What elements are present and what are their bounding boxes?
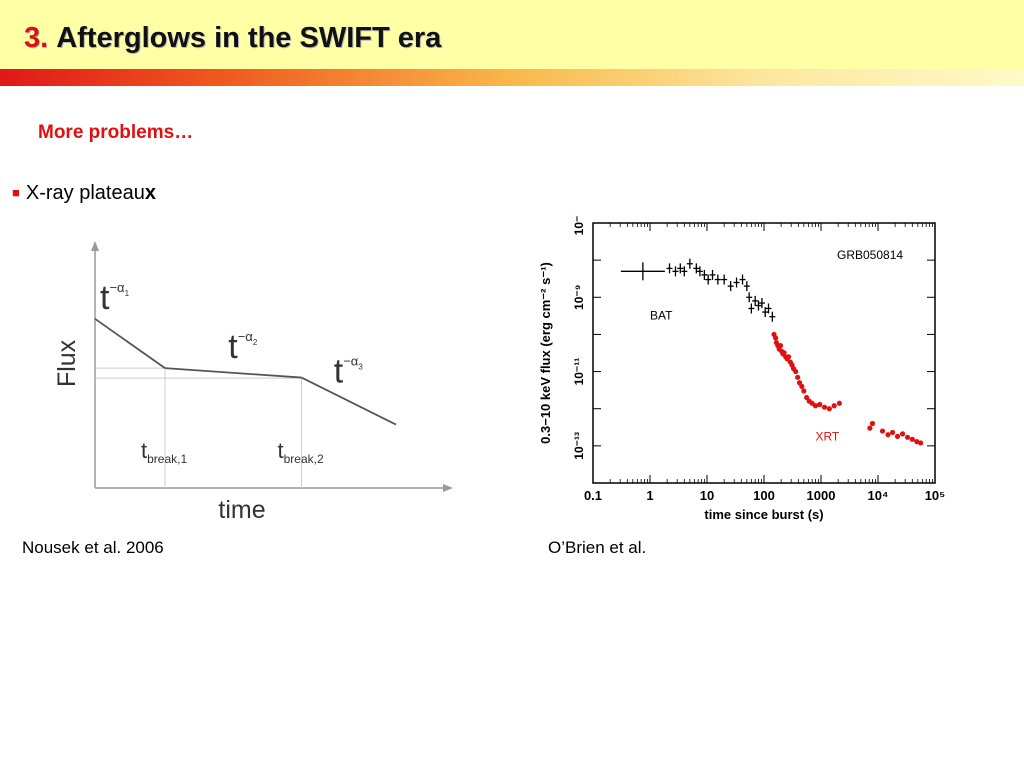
x-axis-label: time bbox=[218, 496, 265, 524]
series-label-xrt: XRT bbox=[815, 429, 839, 443]
grb-lightcurve-chart: 0.1 1 10 100 1000 10⁴ 10⁵ 10⁻⁷ 10⁻⁹ 10⁻¹¹ 10⁻¹³ BAT… bbox=[538, 215, 946, 522]
segment-label-base: t bbox=[228, 328, 238, 366]
lightcurve-segment-3 bbox=[301, 376, 397, 426]
break-label-1: tbreak,1 bbox=[141, 438, 187, 466]
segment-label-exponent: −α bbox=[238, 329, 254, 344]
xrt-point bbox=[812, 403, 819, 409]
xrt-point bbox=[781, 350, 787, 356]
xrt-point bbox=[836, 400, 842, 406]
chart-title: GRB050814 bbox=[837, 248, 903, 262]
segment-label-exponent: −α bbox=[109, 280, 125, 295]
bullet-item: ■ X-ray plateaux bbox=[12, 182, 156, 205]
xrt-point bbox=[777, 343, 784, 349]
break-label-subscript: break,2 bbox=[284, 452, 324, 466]
y-tick-label: 10⁻¹³ bbox=[572, 432, 586, 460]
slide-number: 3. bbox=[24, 22, 49, 54]
subtitle: More problems… bbox=[38, 122, 194, 143]
xrt-point bbox=[773, 335, 779, 341]
xrt-point bbox=[889, 429, 896, 436]
xrt-point bbox=[885, 432, 891, 438]
segment-label-2: t−α2 bbox=[228, 328, 258, 366]
x-tick-label: 10⁴ bbox=[868, 488, 889, 503]
xrt-point bbox=[904, 434, 911, 440]
segment-label-1: t−α1 bbox=[100, 279, 130, 317]
y-axis-label: 0.3−10 keV flux (erg cm⁻² s⁻¹) bbox=[538, 262, 553, 444]
caption-right: O’Brien et al. bbox=[548, 538, 647, 557]
slide-title: 3. Afterglows in the SWIFT era bbox=[24, 22, 441, 55]
y-axis-label: Flux bbox=[53, 339, 81, 387]
x-tick-label: 10⁵ bbox=[925, 488, 946, 503]
break-label-subscript: break,1 bbox=[147, 452, 187, 466]
header-gradient-rule bbox=[0, 69, 1024, 86]
xrt-point bbox=[899, 431, 906, 437]
slide-title-text: Afterglows in the SWIFT era bbox=[56, 22, 442, 54]
segment-label-base: t bbox=[334, 353, 344, 391]
break-label-base: t bbox=[141, 438, 147, 463]
x-tick-label: 1 bbox=[646, 488, 653, 503]
xrt-point bbox=[918, 440, 924, 446]
segment-label-subscript: 2 bbox=[253, 338, 258, 347]
xrt-point bbox=[799, 383, 805, 389]
x-tick-label: 10 bbox=[700, 488, 714, 503]
y-axis-arrow-icon bbox=[91, 241, 99, 251]
xrt-point bbox=[821, 404, 828, 410]
xrt-point bbox=[804, 394, 810, 401]
y-tick-label: 10⁻⁹ bbox=[572, 285, 586, 310]
xrt-point bbox=[817, 401, 823, 408]
xrt-point bbox=[831, 403, 837, 409]
lightcurve-segment-1 bbox=[94, 318, 166, 369]
y-tick-label: 10⁻⁷ bbox=[572, 215, 586, 235]
xrt-point bbox=[801, 388, 807, 394]
xrt-point bbox=[795, 374, 801, 380]
segment-label-subscript: 3 bbox=[358, 363, 363, 372]
bullet-square-icon: ■ bbox=[12, 185, 20, 200]
x-tick-label: 1000 bbox=[807, 488, 836, 503]
series-label-bat: BAT bbox=[650, 309, 673, 323]
lightcurve-segment-2 bbox=[164, 367, 302, 379]
xrt-point bbox=[826, 406, 832, 412]
y-tick-label: 10⁻¹¹ bbox=[572, 358, 586, 386]
x-axis-label: time since burst (s) bbox=[704, 507, 823, 522]
xrt-point bbox=[793, 368, 799, 375]
segment-label-subscript: 1 bbox=[125, 289, 130, 298]
xrt-point bbox=[869, 420, 876, 427]
xrt-point bbox=[785, 354, 792, 360]
plot-frame bbox=[592, 222, 936, 484]
segment-label-base: t bbox=[100, 279, 110, 317]
x-tick-label: 0.1 bbox=[584, 488, 602, 503]
x-tick-label: 100 bbox=[753, 488, 775, 503]
break-label-2: tbreak,2 bbox=[278, 438, 324, 466]
break-label-base: t bbox=[278, 438, 284, 463]
bullet-bold-suffix: x bbox=[144, 182, 156, 204]
bullet-text: X-ray plateau bbox=[25, 182, 145, 204]
xrt-point bbox=[909, 436, 915, 442]
xrt-point bbox=[894, 433, 901, 439]
x-axis-arrow-icon bbox=[443, 484, 453, 492]
segment-label-3: t−α3 bbox=[334, 353, 364, 391]
xrt-point bbox=[867, 425, 873, 431]
xrt-point bbox=[879, 428, 886, 434]
segment-label-exponent: −α bbox=[343, 354, 359, 369]
caption-left: Nousek et al. 2006 bbox=[22, 538, 164, 557]
